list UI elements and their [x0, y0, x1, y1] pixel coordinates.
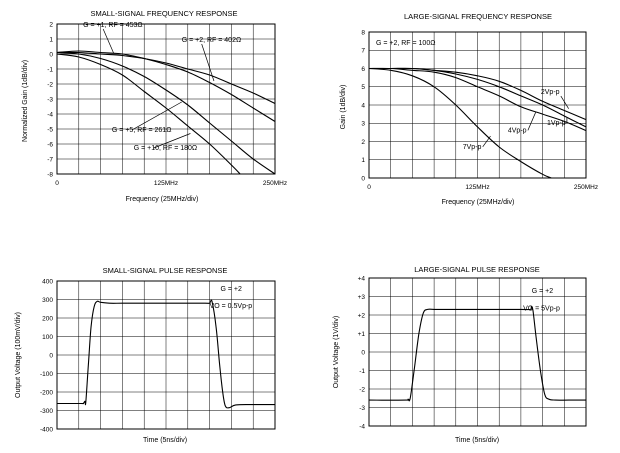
- plot-frame: [368, 277, 587, 427]
- annotation-leader: [482, 135, 491, 148]
- x-axis-label: Time (5ns/div): [455, 437, 499, 444]
- y-tick-label: -8: [47, 171, 53, 178]
- y-tick-label: 3: [361, 121, 365, 128]
- y-tick-label: 0: [49, 51, 53, 58]
- y-tick-label: -4: [359, 423, 365, 430]
- y-tick-label: 0: [361, 349, 365, 356]
- y-tick-label: -400: [40, 426, 53, 433]
- annotation-label: 1Vp-p: [547, 120, 566, 127]
- annotation-label: VO = 0.5Vp-p: [210, 303, 253, 310]
- y-tick-label: 0: [361, 175, 365, 182]
- x-tick-label: 125MHz: [154, 180, 178, 187]
- plot-frame: [368, 31, 587, 179]
- annotation-leader: [102, 28, 115, 54]
- y-axis-label: Normalized Gain (1dB/div): [22, 60, 29, 142]
- y-tick-label: -4: [47, 111, 53, 118]
- chart-panel-lsfr: LARGE-SIGNAL FREQUENCY RESPONSE Frequenc…: [340, 12, 552, 206]
- y-tick-label: -3: [47, 96, 53, 103]
- y-tick-label: -3: [359, 405, 365, 412]
- annotation-label: G = +5, RF = 261Ω: [112, 127, 172, 134]
- y-tick-label: 0: [49, 352, 53, 359]
- annotation-leader: [560, 95, 569, 109]
- x-tick-label: 0: [367, 184, 371, 191]
- annotation-leader: [153, 133, 191, 149]
- series-line: [368, 67, 587, 132]
- annotation-label: 7Vp-p: [463, 144, 482, 151]
- series-line: [56, 51, 276, 104]
- annotation-leader: [131, 101, 182, 131]
- y-tick-label: 300: [42, 297, 53, 304]
- plot-frame: [56, 280, 276, 430]
- y-tick-label: 1: [49, 36, 53, 43]
- y-tick-label: 4: [361, 102, 365, 109]
- series-line: [56, 51, 276, 175]
- plot-frame: [56, 23, 276, 175]
- y-axis-label: Output Voltage (1V/div): [333, 316, 340, 388]
- y-tick-label: +4: [358, 275, 366, 282]
- plot-area-lspr: +4 +3 +2 +1 0 -1 -2 -3 -4 G = +2 VO = 5Vp-p: [358, 275, 587, 430]
- annotation-label: G = +2, RF = 402Ω: [182, 37, 242, 44]
- y-tick-label: -6: [47, 141, 53, 148]
- y-tick-label: -100: [40, 371, 53, 378]
- y-tick-label: -300: [40, 408, 53, 415]
- x-tick-label: 250MHz: [574, 184, 598, 191]
- series-line: [57, 299, 276, 409]
- y-tick-label: +3: [358, 294, 366, 301]
- y-axis-label: Gain (1dB/div): [340, 85, 347, 130]
- y-axis-label: Output Voltage (100mV/div): [15, 312, 22, 398]
- annotation-label: 2Vp-p: [541, 89, 560, 96]
- y-tick-label: 2: [49, 21, 53, 28]
- x-axis-label: Frequency (25MHz/div): [126, 196, 199, 203]
- series-line: [368, 67, 552, 179]
- y-tick-label: 6: [361, 66, 365, 73]
- chart-title: SMALL-SIGNAL PULSE RESPONSE: [103, 266, 228, 275]
- y-tick-label: -1: [359, 368, 365, 375]
- annotation-label: G = +1, RF = 453Ω: [83, 22, 143, 29]
- y-tick-label: 1: [361, 157, 365, 164]
- series-line: [368, 306, 586, 402]
- y-tick-label: -1: [47, 66, 53, 73]
- chart-panel-sspr: SMALL-SIGNAL PULSE RESPONSE Time (5ns/di…: [15, 266, 227, 444]
- y-tick-label: 2: [361, 139, 365, 146]
- y-tick-label: -2: [359, 386, 365, 393]
- y-tick-label: +2: [358, 312, 366, 319]
- annotation-label: G = +2: [221, 286, 243, 293]
- y-tick-label: +1: [358, 331, 366, 338]
- y-tick-label: -2: [47, 81, 53, 88]
- y-tick-label: 7: [361, 48, 365, 55]
- y-tick-label: 200: [42, 315, 53, 322]
- annotation-leader: [201, 43, 215, 82]
- x-axis-label: Frequency (25MHz/div): [442, 199, 515, 206]
- plot-area-lsfr: 8 7 6 5 4 3 2 1 00 125MHz 250MHz G = +2, RF = 100Ω 2…: [361, 29, 598, 191]
- y-tick-label: 100: [42, 334, 53, 341]
- chart-title: LARGE-SIGNAL FREQUENCY RESPONSE: [404, 12, 552, 21]
- series-line: [56, 53, 241, 175]
- y-tick-label: 5: [361, 84, 365, 91]
- series-line: [368, 67, 587, 121]
- annotation-label: 4Vp-p: [508, 127, 527, 134]
- annotation-leader: [527, 112, 536, 131]
- x-tick-label: 125MHz: [465, 184, 489, 191]
- y-tick-label: -7: [47, 156, 53, 163]
- series-line: [56, 50, 276, 122]
- annotation-label: G = +2, RF = 100Ω: [376, 40, 436, 47]
- y-tick-label: 400: [42, 278, 53, 285]
- chart-title: SMALL-SIGNAL FREQUENCY RESPONSE: [90, 9, 237, 18]
- x-tick-label: 250MHz: [263, 180, 287, 187]
- plot-area-sspr: 400 300 200 100 0 -100 -200 -300 -400 G = +2 VO = …: [40, 278, 276, 433]
- chart-panel-ssfr: SMALL-SIGNAL FREQUENCY RESPONSE Frequenc…: [22, 9, 238, 203]
- x-axis-label: Time (5ns/div): [143, 437, 187, 444]
- annotation-label: VO = 5Vp-p: [523, 305, 560, 312]
- y-tick-label: 8: [361, 29, 365, 36]
- chart-panel-lspr: LARGE-SIGNAL PULSE RESPONSE Time (5ns/di…: [333, 265, 540, 444]
- chart-title: LARGE-SIGNAL PULSE RESPONSE: [414, 265, 540, 274]
- annotation-label: G = +2: [532, 288, 554, 295]
- x-tick-label: 0: [55, 180, 59, 187]
- annotation-label: G = +10, RF = 180Ω: [134, 145, 197, 152]
- y-tick-label: -200: [40, 389, 53, 396]
- y-tick-label: -5: [47, 126, 53, 133]
